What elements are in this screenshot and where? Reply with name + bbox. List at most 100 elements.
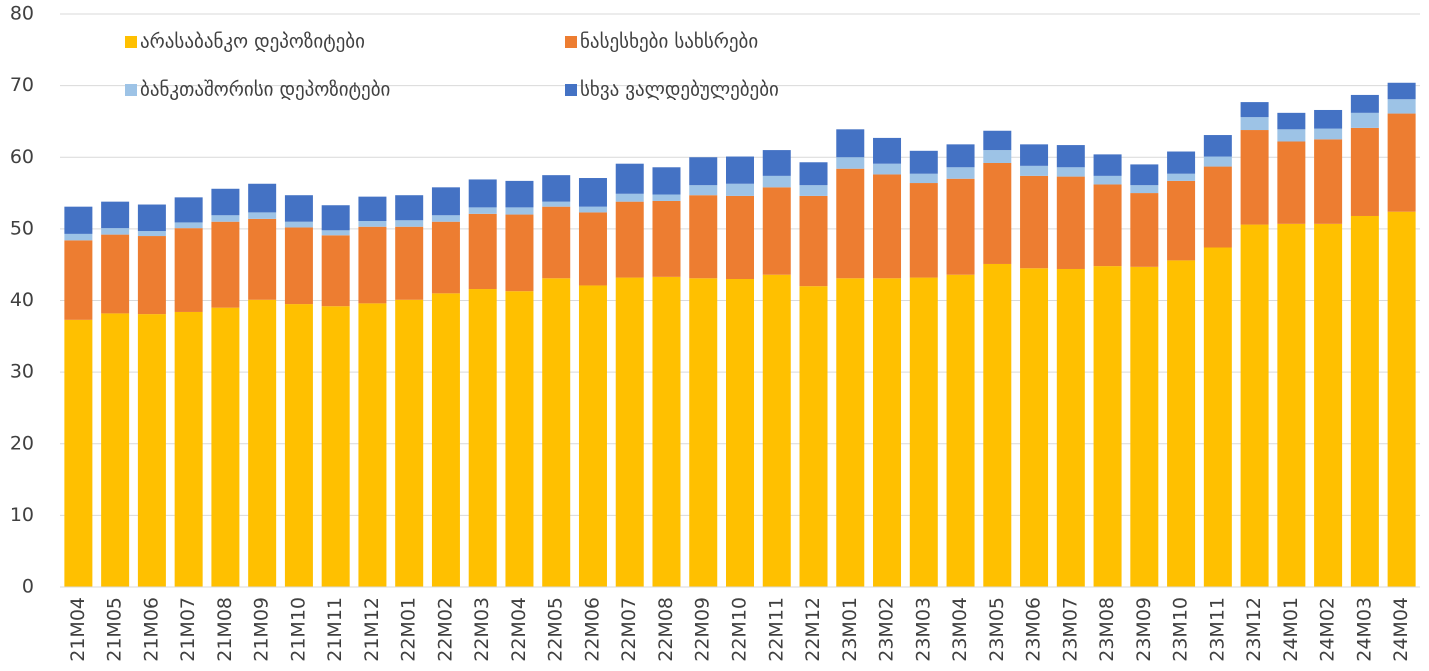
bar-segment [873, 278, 902, 587]
legend-swatch [565, 36, 577, 48]
bar-segment [1314, 139, 1343, 224]
bar-segment [101, 234, 130, 314]
x-tick-label: 22M06 [581, 597, 603, 662]
x-tick-label: 22M11 [765, 597, 787, 662]
bar-segment [1277, 141, 1306, 224]
y-tick-label: 40 [10, 289, 34, 311]
bar-segment [946, 178, 975, 275]
bar-segment [652, 276, 681, 587]
bar-segment [689, 185, 718, 196]
legend-swatch [125, 84, 137, 96]
bar-segment [1020, 268, 1049, 587]
bar-segment [873, 137, 902, 164]
bar-segment [1167, 260, 1196, 587]
bar-segment [652, 194, 681, 201]
bar-segment [1203, 135, 1232, 157]
bar-segment [946, 167, 975, 179]
x-tick-label: 24M04 [1390, 597, 1412, 662]
x-tick-label: 23M05 [986, 597, 1008, 662]
x-tick-label: 23M06 [1023, 597, 1045, 662]
x-tick-label: 23M08 [1096, 597, 1118, 662]
bar-segment [1093, 266, 1122, 587]
bar-segment [468, 289, 497, 587]
bar-segment [836, 129, 865, 158]
x-tick-label: 22M08 [655, 597, 677, 662]
x-tick-label: 24M01 [1280, 597, 1302, 662]
bar-segment [1056, 268, 1085, 587]
bar-segment [1387, 211, 1416, 587]
bar-segment [321, 306, 350, 587]
bar-segment [1240, 130, 1269, 225]
x-tick-label: 23M01 [839, 597, 861, 662]
bar-segment [174, 222, 203, 229]
bar-segment [1350, 94, 1379, 113]
bar-segment [1056, 145, 1085, 168]
bar-segment [1203, 247, 1232, 587]
y-tick-label: 0 [22, 576, 34, 598]
bar-segment [762, 150, 791, 176]
bar-segment [983, 130, 1012, 151]
bar-segment [174, 197, 203, 223]
bar-segment [395, 226, 424, 300]
x-tick-label: 23M12 [1243, 597, 1265, 662]
bar-segment [1350, 127, 1379, 216]
bar-segment [321, 235, 350, 307]
bar-segment [909, 183, 938, 278]
bar-segment [284, 195, 313, 222]
legend-swatch [565, 84, 577, 96]
bar-segment [1167, 180, 1196, 261]
bar-segment [1093, 175, 1122, 185]
bar-segment [211, 215, 240, 222]
bar-segment [1277, 112, 1306, 130]
bar-segment [468, 179, 497, 208]
x-tick-label: 24M03 [1353, 597, 1375, 662]
bar-segment [762, 175, 791, 188]
bar-segment [1387, 113, 1416, 212]
bar-segment [1203, 166, 1232, 248]
bar-segment [1240, 224, 1269, 587]
bar-segment [1130, 164, 1159, 186]
x-tick-label: 23M03 [912, 597, 934, 662]
x-tick-label: 23M11 [1206, 597, 1228, 662]
bar-segment [836, 278, 865, 587]
legend-label: არასაბანკო დეპოზიტები [140, 31, 365, 53]
x-tick-label: 22M09 [692, 597, 714, 662]
x-tick-label: 23M04 [949, 597, 971, 662]
legend-label: სხვა ვალდებულებები [580, 79, 779, 101]
x-tick-label: 22M01 [398, 597, 420, 662]
bar-segment [1130, 266, 1159, 587]
bar-segment [1277, 223, 1306, 587]
bar-segment [542, 175, 571, 202]
x-tick-label: 21M09 [251, 597, 273, 662]
bar-segment [468, 213, 497, 290]
bar-segment [799, 195, 828, 287]
bar-segment [431, 293, 460, 587]
x-tick-label: 22M10 [729, 597, 751, 662]
bar-segment [799, 286, 828, 587]
bar-segment [1020, 165, 1049, 176]
bar-segment [505, 214, 534, 292]
bar-segment [1314, 223, 1343, 587]
bar-segment [358, 196, 387, 221]
bar-segment [799, 162, 828, 186]
x-tick-label: 22M04 [508, 597, 530, 662]
bar-segment [321, 230, 350, 236]
y-tick-label: 60 [10, 146, 34, 168]
bar-segment [1020, 144, 1049, 166]
bar-segment [321, 205, 350, 231]
legend-swatch [125, 36, 137, 48]
bar-segment [1240, 117, 1269, 131]
x-tick-label: 22M03 [471, 597, 493, 662]
legend-label: ბანკთაშორისი დეპოზიტები [140, 79, 390, 101]
bar-segment [542, 278, 571, 587]
bar-segment [284, 304, 313, 587]
bar-segment [1314, 109, 1343, 129]
x-tick-label: 23M10 [1170, 597, 1192, 662]
bar-segment [909, 150, 938, 174]
bar-segment [1056, 176, 1085, 269]
bar-segment [726, 156, 754, 184]
bar-segment [395, 195, 424, 221]
bar-segment [248, 183, 277, 213]
x-tick-label: 21M10 [287, 597, 309, 662]
bar-segment [211, 307, 240, 587]
